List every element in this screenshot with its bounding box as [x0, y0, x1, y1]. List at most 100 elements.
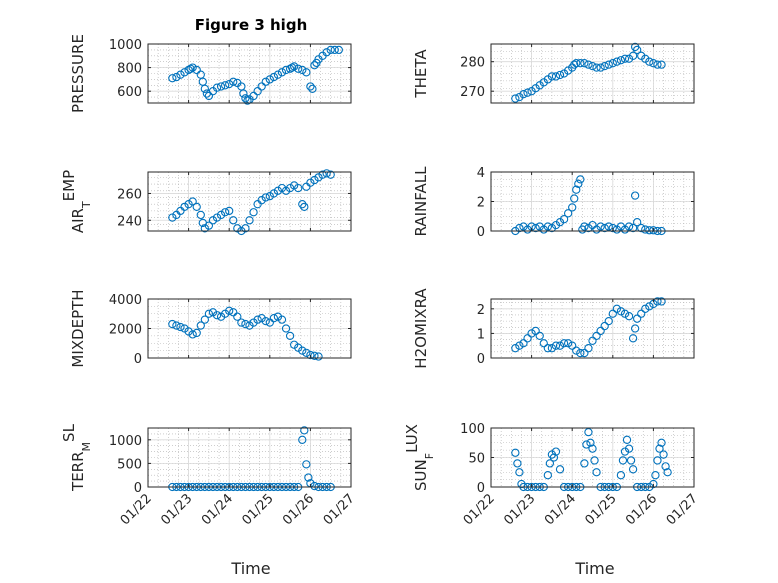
data-point [511, 94, 520, 103]
data-point [645, 57, 654, 66]
data-point [172, 72, 181, 82]
data-point [519, 90, 528, 99]
data-point [663, 468, 672, 477]
data-point [657, 438, 666, 447]
y-tick-label: 1000 [109, 38, 142, 53]
data-point [261, 77, 270, 86]
subplot-h2omixra: 0 1 2 H2OMIXRA [412, 288, 695, 369]
data-point [649, 226, 658, 235]
data-point [624, 312, 634, 321]
data-point [261, 193, 270, 202]
data-point [249, 91, 258, 101]
data-point [290, 62, 299, 71]
data-point [608, 223, 617, 233]
data-point [192, 202, 201, 212]
data-point [265, 191, 274, 201]
y-tick-label: 260 [117, 187, 142, 202]
data-point [616, 56, 626, 65]
y-tick-label: 100 [460, 422, 485, 437]
data-point [657, 60, 666, 69]
data-point [326, 45, 335, 55]
data-point [290, 181, 299, 190]
series-markers [511, 42, 666, 103]
y-tick-label: 240 [117, 214, 142, 229]
series-markers [168, 45, 343, 105]
x-tick-label: 01/26 [623, 491, 660, 528]
subplot-rainfall: 0 2 4 RAINFALL [412, 166, 695, 240]
data-point [196, 321, 205, 330]
data-point [584, 60, 593, 69]
subplot-terr_msl: 0 500 1000 01/22 01/23 01/24 01/25 01/26 01/27 TE… [60, 423, 358, 528]
data-point [184, 200, 193, 209]
data-point [300, 426, 309, 435]
series-markers [511, 297, 666, 358]
data-point [294, 183, 303, 193]
data-point [543, 344, 552, 353]
data-point [551, 341, 561, 350]
data-point [657, 297, 666, 306]
data-point [543, 222, 552, 231]
data-point [641, 304, 650, 313]
data-point [572, 59, 581, 68]
data-point [590, 456, 599, 465]
y-axis-label: THETA [412, 49, 430, 99]
data-point [543, 471, 552, 480]
data-point [545, 459, 555, 468]
data-point [302, 348, 311, 357]
data-point [588, 444, 597, 453]
axes-box [147, 427, 352, 488]
y-tick-label: 600 [117, 85, 142, 100]
y-tick-label: 4 [477, 166, 485, 181]
data-point [277, 183, 287, 193]
data-point [604, 222, 613, 231]
data-point [596, 326, 605, 336]
data-point [584, 344, 593, 353]
data-point [306, 350, 315, 360]
data-point [551, 447, 561, 456]
data-point [208, 216, 218, 225]
data-point [628, 465, 638, 474]
data-point [300, 202, 309, 212]
data-point [584, 427, 593, 437]
data-point [314, 173, 323, 182]
data-point [596, 222, 605, 231]
y-tick-label: 2 [477, 196, 485, 211]
data-point [212, 213, 222, 222]
data-point [216, 82, 226, 91]
subplot-theta: 270 280 THETA [412, 42, 695, 104]
data-point [551, 72, 561, 81]
data-point [298, 65, 307, 75]
y-axis-label: PRESSURE [69, 34, 87, 113]
y-tick-label: 0 [134, 481, 142, 496]
data-point [641, 225, 650, 234]
data-point [620, 54, 630, 63]
data-point [285, 331, 295, 341]
data-point [168, 213, 177, 222]
data-point [180, 68, 189, 77]
data-point [580, 59, 589, 68]
data-point [563, 339, 573, 348]
data-point [559, 215, 569, 224]
data-point [616, 471, 626, 480]
data-point [330, 45, 339, 55]
y-axis-label: SUNFLUX [403, 424, 436, 491]
axes-box [490, 298, 695, 359]
data-point [233, 224, 242, 233]
data-point [511, 344, 520, 353]
data-point [604, 316, 613, 326]
data-point [253, 87, 262, 96]
data-point [306, 178, 315, 187]
y-axis-label: AIRTEMP [60, 170, 93, 233]
y-tick-label: 500 [117, 457, 142, 472]
data-point [322, 169, 331, 178]
data-point [600, 223, 609, 233]
data-point [287, 63, 297, 72]
data-point [273, 70, 283, 79]
x-tick-label: 01/23 [158, 491, 195, 528]
data-point [523, 334, 532, 343]
data-point [310, 175, 319, 185]
data-point [216, 210, 226, 220]
data-point [600, 61, 609, 71]
